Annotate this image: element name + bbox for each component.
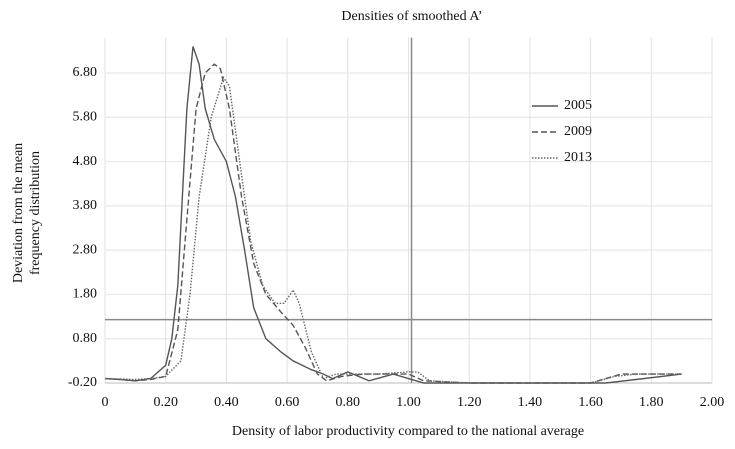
- x-axis-label: Density of labor productivity compared t…: [232, 424, 584, 439]
- x-tick-label: 0.20: [153, 395, 178, 410]
- y-tick-label: -0.20: [68, 375, 97, 390]
- legend-label: 2009: [564, 124, 592, 139]
- x-tick-label: 1.00: [396, 395, 421, 410]
- series-line: [104, 75, 682, 384]
- x-tick-label: 1.20: [457, 395, 482, 410]
- series-line: [104, 46, 682, 384]
- y-tick-label: 6.80: [73, 65, 98, 80]
- x-tick-label: 1.80: [639, 395, 664, 410]
- x-tick-label: 0: [102, 395, 109, 410]
- x-tick-label: 1.60: [578, 395, 603, 410]
- series-line: [104, 63, 682, 384]
- y-tick-label: 0.80: [73, 331, 98, 346]
- x-tick-label: 0.80: [336, 395, 361, 410]
- legend-label: 2013: [564, 150, 592, 165]
- y-axis-label: Deviation from the mean: [11, 143, 26, 283]
- y-tick-label: 2.80: [73, 242, 98, 257]
- x-tick-label: 0.60: [275, 395, 300, 410]
- y-tick-label: 1.80: [73, 287, 98, 302]
- legend-label: 2005: [564, 98, 592, 113]
- chart-title: Densities of smoothed A’: [341, 9, 482, 24]
- x-tick-label: 1.40: [518, 395, 543, 410]
- y-tick-label: 3.80: [73, 198, 98, 213]
- y-tick-label: 4.80: [73, 154, 98, 169]
- x-tick-label: 2.00: [700, 395, 725, 410]
- x-tick-label: 0.40: [214, 395, 239, 410]
- y-axis-label: frequency distribution: [28, 151, 43, 275]
- y-tick-label: 5.80: [73, 110, 98, 125]
